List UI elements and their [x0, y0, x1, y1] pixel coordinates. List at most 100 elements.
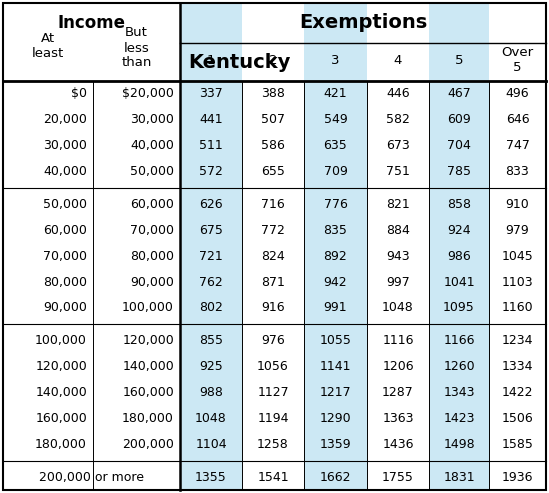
- Text: 1423: 1423: [443, 412, 475, 425]
- Text: 1506: 1506: [502, 412, 534, 425]
- Text: 200,000 or more: 200,000 or more: [39, 470, 144, 484]
- Text: 50,000: 50,000: [43, 198, 87, 211]
- Text: Income: Income: [58, 14, 126, 32]
- Text: 785: 785: [447, 165, 471, 178]
- Text: 388: 388: [261, 87, 285, 101]
- Bar: [429, 3, 489, 490]
- Text: 991: 991: [324, 301, 348, 315]
- Text: 1755: 1755: [382, 470, 414, 484]
- Text: 1104: 1104: [195, 438, 227, 451]
- Text: 821: 821: [386, 198, 410, 211]
- Text: 1048: 1048: [382, 301, 414, 315]
- Text: 824: 824: [261, 249, 285, 263]
- Text: 1363: 1363: [382, 412, 414, 425]
- Text: 1290: 1290: [320, 412, 351, 425]
- Text: Kentucky: Kentucky: [188, 52, 290, 71]
- Text: 200,000: 200,000: [122, 438, 174, 451]
- Text: 120,000: 120,000: [122, 334, 174, 347]
- Text: 496: 496: [506, 87, 529, 101]
- Text: 1206: 1206: [382, 360, 414, 373]
- Text: 90,000: 90,000: [130, 276, 174, 288]
- Text: 986: 986: [447, 249, 471, 263]
- Text: 180,000: 180,000: [122, 412, 174, 425]
- Text: 646: 646: [506, 113, 529, 126]
- Text: 1103: 1103: [502, 276, 533, 288]
- Text: 988: 988: [199, 386, 223, 399]
- Text: 892: 892: [323, 249, 348, 263]
- Text: 1260: 1260: [443, 360, 475, 373]
- Text: 1287: 1287: [382, 386, 414, 399]
- Text: 1258: 1258: [257, 438, 289, 451]
- Text: 1831: 1831: [443, 470, 475, 484]
- Text: 50,000: 50,000: [130, 165, 174, 178]
- Text: 140,000: 140,000: [35, 386, 87, 399]
- Text: 1041: 1041: [443, 276, 475, 288]
- Text: 1166: 1166: [443, 334, 475, 347]
- Text: 100,000: 100,000: [35, 334, 87, 347]
- Text: 441: 441: [199, 113, 223, 126]
- Text: 30,000: 30,000: [43, 139, 87, 152]
- Text: 1936: 1936: [502, 470, 533, 484]
- Text: 835: 835: [323, 224, 348, 237]
- Text: 60,000: 60,000: [130, 198, 174, 211]
- Text: 70,000: 70,000: [130, 224, 174, 237]
- Text: $20,000: $20,000: [122, 87, 174, 101]
- Text: 1436: 1436: [382, 438, 414, 451]
- Text: 180,000: 180,000: [35, 438, 87, 451]
- Text: 704: 704: [447, 139, 471, 152]
- Text: 80,000: 80,000: [43, 276, 87, 288]
- Text: 871: 871: [261, 276, 285, 288]
- Text: 1422: 1422: [502, 386, 533, 399]
- Text: 1160: 1160: [502, 301, 533, 315]
- Text: 925: 925: [199, 360, 223, 373]
- Text: $0: $0: [71, 87, 87, 101]
- Text: 675: 675: [199, 224, 223, 237]
- Text: 3: 3: [331, 54, 340, 67]
- Text: 511: 511: [199, 139, 223, 152]
- Text: Exemptions: Exemptions: [299, 13, 427, 33]
- Bar: [304, 3, 367, 490]
- Text: 1127: 1127: [257, 386, 289, 399]
- Text: But
less
than: But less than: [121, 27, 152, 70]
- Text: 997: 997: [386, 276, 410, 288]
- Text: 1334: 1334: [502, 360, 533, 373]
- Text: 673: 673: [386, 139, 410, 152]
- Text: 586: 586: [261, 139, 285, 152]
- Text: 80,000: 80,000: [130, 249, 174, 263]
- Text: 855: 855: [199, 334, 223, 347]
- Text: 2: 2: [269, 54, 277, 67]
- Text: 802: 802: [199, 301, 223, 315]
- Text: 626: 626: [199, 198, 223, 211]
- Text: 1045: 1045: [502, 249, 534, 263]
- Text: 1541: 1541: [257, 470, 289, 484]
- Text: 40,000: 40,000: [130, 139, 174, 152]
- Text: 943: 943: [386, 249, 410, 263]
- Text: 1498: 1498: [443, 438, 475, 451]
- Text: 90,000: 90,000: [43, 301, 87, 315]
- Text: 884: 884: [386, 224, 410, 237]
- Text: 1585: 1585: [502, 438, 534, 451]
- Text: 1234: 1234: [502, 334, 533, 347]
- Text: 635: 635: [323, 139, 348, 152]
- Text: 976: 976: [261, 334, 285, 347]
- Text: 1194: 1194: [257, 412, 289, 425]
- Text: 751: 751: [386, 165, 410, 178]
- Text: 1355: 1355: [195, 470, 227, 484]
- Text: 572: 572: [199, 165, 223, 178]
- Text: 120,000: 120,000: [35, 360, 87, 373]
- Text: 1116: 1116: [382, 334, 414, 347]
- Text: 910: 910: [506, 198, 529, 211]
- Text: 1048: 1048: [195, 412, 227, 425]
- Text: 30,000: 30,000: [130, 113, 174, 126]
- Text: 40,000: 40,000: [43, 165, 87, 178]
- Text: 446: 446: [386, 87, 410, 101]
- Text: 924: 924: [447, 224, 471, 237]
- Text: 776: 776: [323, 198, 348, 211]
- Text: Over
5: Over 5: [501, 46, 534, 74]
- Text: 1662: 1662: [320, 470, 351, 484]
- Text: 160,000: 160,000: [35, 412, 87, 425]
- Text: 100,000: 100,000: [122, 301, 174, 315]
- Text: 942: 942: [324, 276, 348, 288]
- Text: 70,000: 70,000: [43, 249, 87, 263]
- Text: 1095: 1095: [443, 301, 475, 315]
